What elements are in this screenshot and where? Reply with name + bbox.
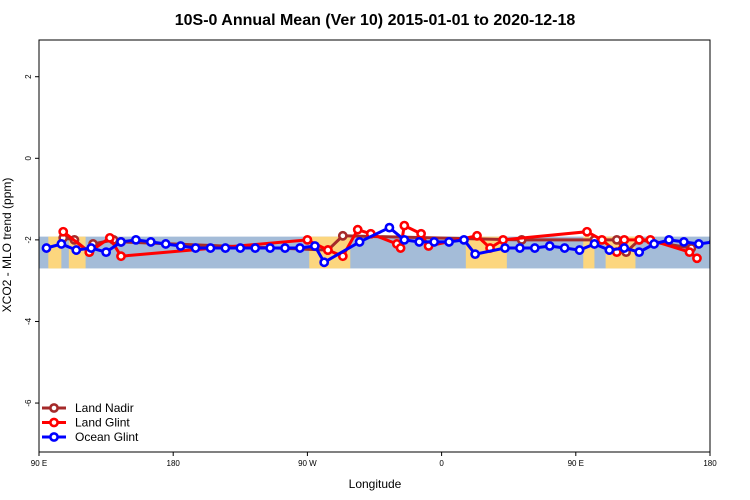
legend-item-0: Land Nadir — [42, 401, 134, 415]
data-point — [265, 243, 276, 253]
data-point — [414, 237, 425, 247]
y-tick-label-4: -6 — [24, 399, 33, 407]
data-point — [708, 238, 710, 246]
data-point — [250, 243, 261, 253]
x-tick-label-1: 180 — [167, 459, 181, 468]
legend-label: Land Nadir — [75, 401, 134, 415]
data-point — [679, 237, 689, 247]
data-point — [399, 234, 410, 245]
data-point — [56, 239, 67, 249]
y-axis: 2 0 -2 -4 -6 — [24, 74, 39, 407]
legend-item-2: Ocean Glint — [42, 430, 139, 444]
data-point — [58, 226, 69, 237]
legend-label: Land Glint — [75, 416, 130, 430]
data-point — [352, 224, 363, 235]
data-point — [604, 245, 615, 255]
data-point — [444, 237, 454, 247]
data-point — [384, 222, 395, 233]
x-tick-label-2: 90 W — [298, 459, 317, 468]
data-point — [131, 234, 141, 245]
legend-item-1: Land Glint — [42, 416, 130, 430]
data-point — [205, 243, 216, 253]
data-point — [634, 247, 645, 258]
data-point — [619, 243, 630, 253]
data-point — [220, 243, 231, 253]
data-point — [160, 239, 171, 249]
data-point — [459, 234, 469, 245]
data-point — [302, 234, 313, 245]
x-tick-label-3: 0 — [439, 459, 444, 468]
data-point — [309, 241, 320, 251]
data-point — [104, 232, 115, 243]
y-axis-label: XCO2 - MLO trend (ppm) — [0, 178, 14, 313]
x-axis-label: Longitude — [349, 477, 402, 491]
data-point — [693, 239, 704, 249]
data-point — [500, 243, 510, 253]
data-point — [498, 234, 509, 245]
data-point — [725, 238, 732, 245]
y-tick-label-1: 0 — [24, 156, 33, 161]
data-point — [399, 220, 410, 231]
x-tick-label-5: 180 — [703, 459, 717, 468]
y-tick-label-0: 2 — [24, 74, 33, 79]
data-point — [190, 243, 201, 253]
data-point — [319, 257, 330, 268]
data-point — [323, 245, 333, 255]
x-axis: 90 E 180 90 W 0 90 E 180 — [31, 452, 717, 468]
data-point — [514, 243, 525, 253]
data-point — [416, 228, 426, 239]
data-point — [116, 237, 126, 247]
data-point — [235, 243, 246, 253]
data-point — [740, 238, 747, 245]
data-point — [589, 239, 600, 249]
data-point — [574, 245, 585, 255]
legend-swatch-marker — [49, 417, 59, 428]
data-point — [295, 243, 305, 253]
data-point — [619, 234, 630, 245]
series-layer — [41, 220, 747, 268]
data-point — [684, 247, 695, 258]
data-point — [664, 234, 674, 245]
data-point — [529, 243, 540, 253]
y-tick-label-3: -4 — [24, 317, 33, 325]
data-point — [544, 241, 555, 251]
data-point — [86, 243, 97, 253]
data-point — [472, 230, 482, 241]
data-point — [71, 245, 82, 255]
data-point — [596, 234, 607, 245]
data-point — [649, 239, 659, 249]
data-point — [280, 243, 290, 253]
data-point — [470, 249, 481, 260]
data-point — [559, 243, 570, 253]
plot-frame — [38, 39, 711, 453]
x-tick-label-0: 90 E — [31, 459, 47, 468]
chart-title: 10S-0 Annual Mean (Ver 10) 2015-01-01 to… — [175, 12, 576, 29]
x-tick-label-4: 90 E — [568, 459, 584, 468]
data-point — [337, 230, 348, 241]
data-point — [395, 243, 406, 253]
legend-swatch-marker — [49, 403, 59, 413]
series-ocean-glint — [41, 222, 747, 268]
data-point — [582, 226, 592, 237]
data-point — [429, 237, 440, 247]
legend-swatch-marker — [49, 432, 59, 442]
data-point — [175, 241, 186, 251]
data-point — [116, 251, 126, 262]
data-point — [145, 237, 156, 247]
y-tick-label-2: -2 — [24, 236, 33, 244]
land-segment-4 — [583, 236, 595, 269]
data-point — [634, 234, 645, 245]
data-point — [354, 237, 365, 247]
data-point — [692, 253, 702, 264]
data-point — [41, 243, 52, 253]
legend-label: Ocean Glint — [75, 430, 139, 444]
data-point — [611, 234, 622, 245]
data-point — [101, 247, 111, 258]
